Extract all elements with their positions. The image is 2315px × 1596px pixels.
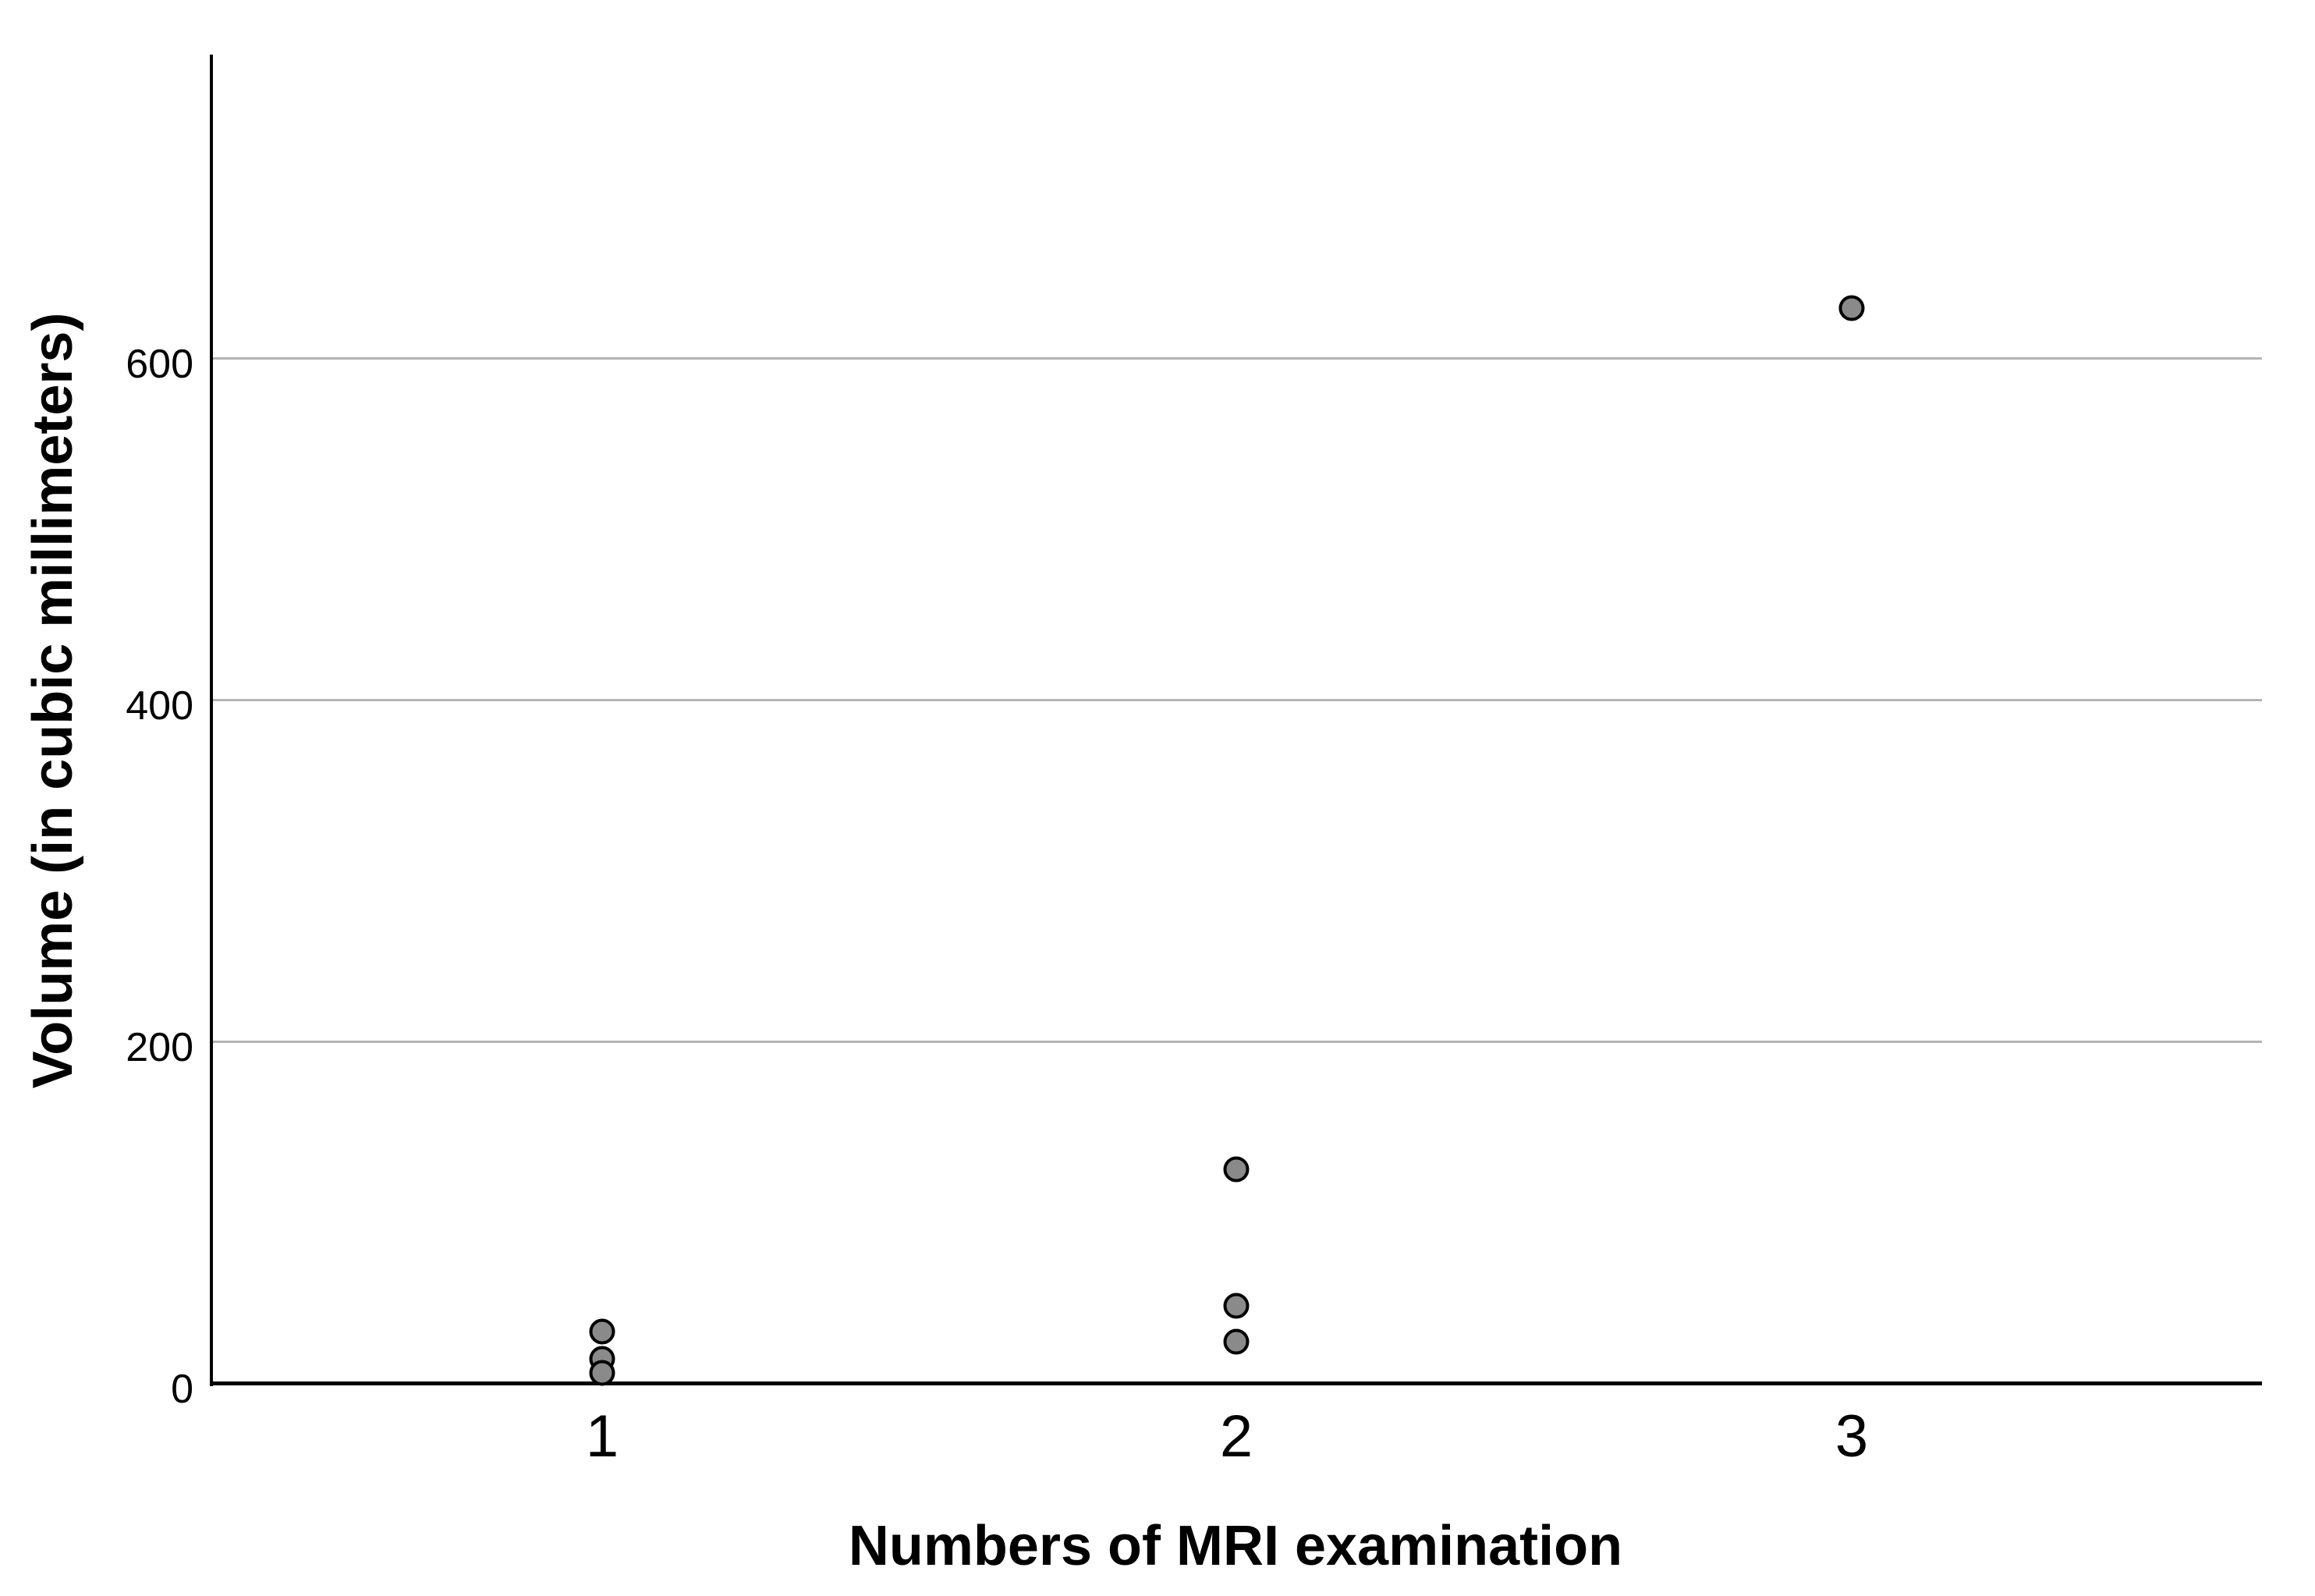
data-point: [1223, 1328, 1250, 1355]
x-tick-label-3: 3: [1835, 1403, 1869, 1470]
data-point: [589, 1318, 615, 1345]
y-tick-label-600: 600: [126, 342, 193, 387]
data-point: [589, 1360, 615, 1386]
x-axis-title: Numbers of MRI examination: [848, 1515, 1623, 1577]
gridline-200: [213, 1041, 2262, 1043]
y-tick-label-200: 200: [126, 1025, 193, 1070]
data-point: [1223, 1156, 1250, 1183]
data-point: [1838, 295, 1865, 321]
y-tick-label-0: 0: [171, 1367, 193, 1412]
gridline-400: [213, 699, 2262, 701]
gridline-600: [213, 357, 2262, 360]
y-axis-line: [210, 55, 213, 1386]
x-axis-line: [210, 1381, 2262, 1385]
y-tick-label-400: 400: [126, 683, 193, 729]
data-point: [1223, 1293, 1250, 1319]
x-tick-label-1: 1: [585, 1403, 619, 1470]
x-tick-label-2: 2: [1219, 1403, 1253, 1470]
